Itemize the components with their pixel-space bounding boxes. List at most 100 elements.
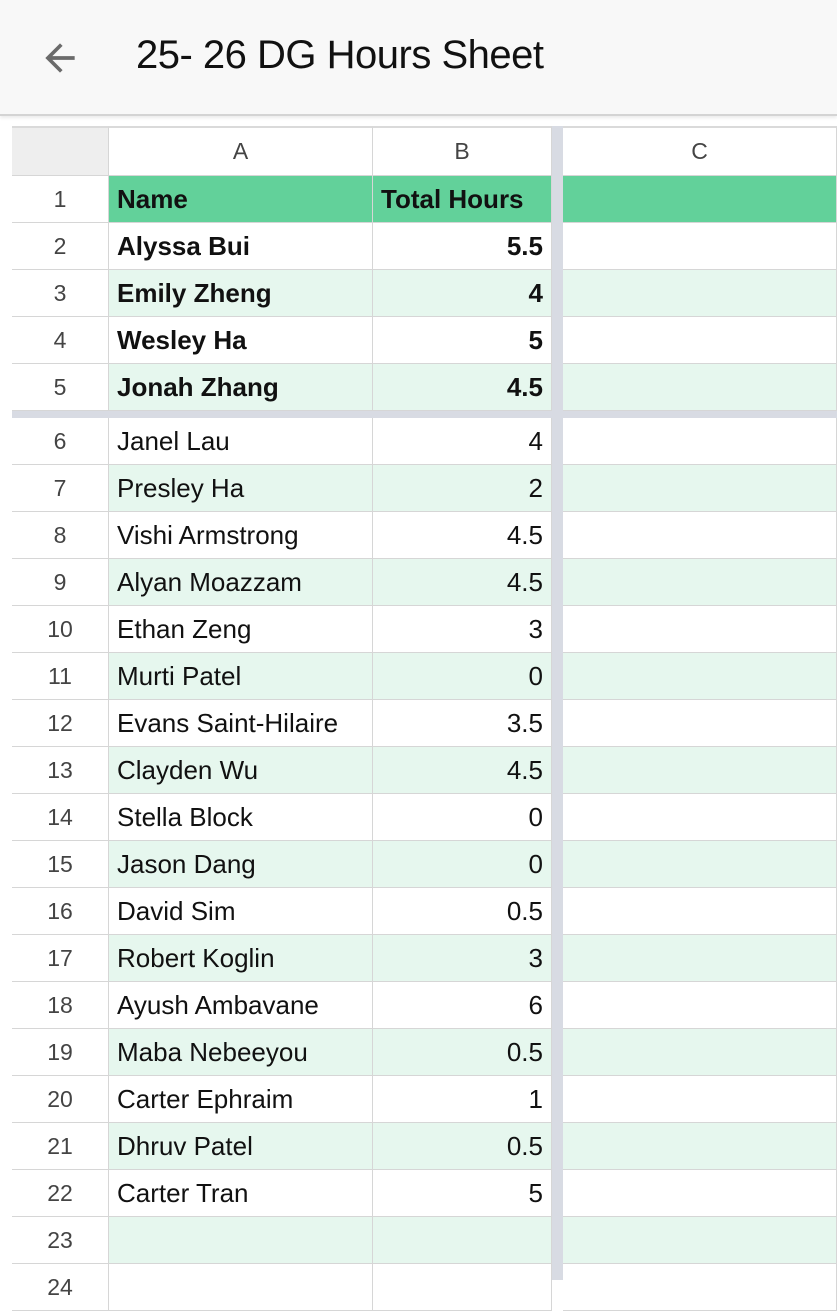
row-header[interactable]: 13 — [12, 747, 109, 794]
row-13-c-cell[interactable] — [563, 747, 837, 794]
row-header[interactable]: 15 — [12, 841, 109, 888]
row-2-name-cell[interactable]: Alyssa Bui — [109, 223, 373, 270]
row-10-name-cell[interactable]: Ethan Zeng — [109, 606, 373, 653]
row-12-hours-cell[interactable]: 3.5 — [373, 700, 552, 747]
row-header[interactable]: 22 — [12, 1170, 109, 1217]
row-17-name-cell[interactable]: Robert Koglin — [109, 935, 373, 982]
row-23-hours-cell[interactable] — [373, 1217, 552, 1264]
row-13-hours-cell[interactable]: 4.5 — [373, 747, 552, 794]
row-23-c-cell[interactable] — [563, 1217, 837, 1264]
row-8-hours-cell[interactable]: 4.5 — [373, 512, 552, 559]
row-11-name-cell[interactable]: Murti Patel — [109, 653, 373, 700]
row-3-hours-cell[interactable]: 4 — [373, 270, 552, 317]
row-16-name-cell[interactable]: David Sim — [109, 888, 373, 935]
row-8-name-cell[interactable]: Vishi Armstrong — [109, 512, 373, 559]
row-header[interactable]: 12 — [12, 700, 109, 747]
column-freeze-bar[interactable] — [552, 126, 563, 1280]
row-19-c-cell[interactable] — [563, 1029, 837, 1076]
row-9-name-cell[interactable]: Alyan Moazzam — [109, 559, 373, 606]
row-12-c-cell[interactable] — [563, 700, 837, 747]
row-header[interactable]: 14 — [12, 794, 109, 841]
row-6-c-cell[interactable] — [563, 418, 837, 465]
row-5-c-cell[interactable] — [563, 364, 837, 411]
row-17-hours-cell[interactable]: 3 — [373, 935, 552, 982]
row-21-hours-cell[interactable]: 0.5 — [373, 1123, 552, 1170]
column-header-A[interactable]: A — [109, 126, 373, 176]
row-10-hours-cell[interactable]: 3 — [373, 606, 552, 653]
row-2-c-cell[interactable] — [563, 223, 837, 270]
row-22-hours-cell[interactable]: 5 — [373, 1170, 552, 1217]
row-11-hours-cell[interactable]: 0 — [373, 653, 552, 700]
header-hours-cell[interactable]: Total Hours — [373, 176, 552, 223]
row-20-name-cell[interactable]: Carter Ephraim — [109, 1076, 373, 1123]
row-5-hours-cell[interactable]: 4.5 — [373, 364, 552, 411]
row-header[interactable]: 7 — [12, 465, 109, 512]
row-16-c-cell[interactable] — [563, 888, 837, 935]
column-header-B[interactable]: B — [373, 126, 552, 176]
row-18-name-cell[interactable]: Ayush Ambavane — [109, 982, 373, 1029]
row-24-name-cell[interactable] — [109, 1264, 373, 1311]
select-all-corner[interactable] — [12, 126, 109, 176]
row-header[interactable]: 3 — [12, 270, 109, 317]
row-13-name-cell[interactable]: Clayden Wu — [109, 747, 373, 794]
spreadsheet-grid[interactable]: A B C 1 Name Total Hours 2 Alyssa Bui 5.5 3 Emily … — [0, 126, 837, 1311]
row-header[interactable]: 23 — [12, 1217, 109, 1264]
row-14-name-cell[interactable]: Stella Block — [109, 794, 373, 841]
row-19-hours-cell[interactable]: 0.5 — [373, 1029, 552, 1076]
row-24-c-cell[interactable] — [563, 1264, 837, 1311]
row-24-hours-cell[interactable] — [373, 1264, 552, 1311]
row-6-name-cell[interactable]: Janel Lau — [109, 418, 373, 465]
row-header[interactable]: 19 — [12, 1029, 109, 1076]
row-6-hours-cell[interactable]: 4 — [373, 418, 552, 465]
row-15-hours-cell[interactable]: 0 — [373, 841, 552, 888]
row-10-c-cell[interactable] — [563, 606, 837, 653]
row-2-hours-cell[interactable]: 5.5 — [373, 223, 552, 270]
row-8-c-cell[interactable] — [563, 512, 837, 559]
row-header[interactable]: 18 — [12, 982, 109, 1029]
row-header[interactable]: 1 — [12, 176, 109, 223]
row-5-name-cell[interactable]: Jonah Zhang — [109, 364, 373, 411]
row-header[interactable]: 17 — [12, 935, 109, 982]
row-18-hours-cell[interactable]: 6 — [373, 982, 552, 1029]
row-header[interactable]: 10 — [12, 606, 109, 653]
row-20-hours-cell[interactable]: 1 — [373, 1076, 552, 1123]
row-7-c-cell[interactable] — [563, 465, 837, 512]
row-header[interactable]: 8 — [12, 512, 109, 559]
row-9-hours-cell[interactable]: 4.5 — [373, 559, 552, 606]
row-header[interactable]: 9 — [12, 559, 109, 606]
row-9-c-cell[interactable] — [563, 559, 837, 606]
header-c-cell[interactable] — [563, 176, 837, 223]
row-header[interactable]: 6 — [12, 418, 109, 465]
row-header[interactable]: 20 — [12, 1076, 109, 1123]
row-20-c-cell[interactable] — [563, 1076, 837, 1123]
row-21-name-cell[interactable]: Dhruv Patel — [109, 1123, 373, 1170]
row-header[interactable]: 24 — [12, 1264, 109, 1311]
row-header[interactable]: 16 — [12, 888, 109, 935]
row-14-hours-cell[interactable]: 0 — [373, 794, 552, 841]
row-freeze-bar[interactable] — [12, 411, 837, 418]
row-3-name-cell[interactable]: Emily Zheng — [109, 270, 373, 317]
row-22-name-cell[interactable]: Carter Tran — [109, 1170, 373, 1217]
row-7-hours-cell[interactable]: 2 — [373, 465, 552, 512]
row-21-c-cell[interactable] — [563, 1123, 837, 1170]
row-17-c-cell[interactable] — [563, 935, 837, 982]
row-header[interactable]: 5 — [12, 364, 109, 411]
row-19-name-cell[interactable]: Maba Nebeeyou — [109, 1029, 373, 1076]
row-11-c-cell[interactable] — [563, 653, 837, 700]
row-3-c-cell[interactable] — [563, 270, 837, 317]
row-header[interactable]: 2 — [12, 223, 109, 270]
row-15-c-cell[interactable] — [563, 841, 837, 888]
row-23-name-cell[interactable] — [109, 1217, 373, 1264]
row-22-c-cell[interactable] — [563, 1170, 837, 1217]
back-button[interactable] — [38, 36, 82, 80]
row-12-name-cell[interactable]: Evans Saint-Hilaire — [109, 700, 373, 747]
row-header[interactable]: 4 — [12, 317, 109, 364]
row-header[interactable]: 11 — [12, 653, 109, 700]
header-name-cell[interactable]: Name — [109, 176, 373, 223]
row-4-hours-cell[interactable]: 5 — [373, 317, 552, 364]
row-15-name-cell[interactable]: Jason Dang — [109, 841, 373, 888]
row-16-hours-cell[interactable]: 0.5 — [373, 888, 552, 935]
row-18-c-cell[interactable] — [563, 982, 837, 1029]
row-4-name-cell[interactable]: Wesley Ha — [109, 317, 373, 364]
column-header-C[interactable]: C — [563, 126, 837, 176]
